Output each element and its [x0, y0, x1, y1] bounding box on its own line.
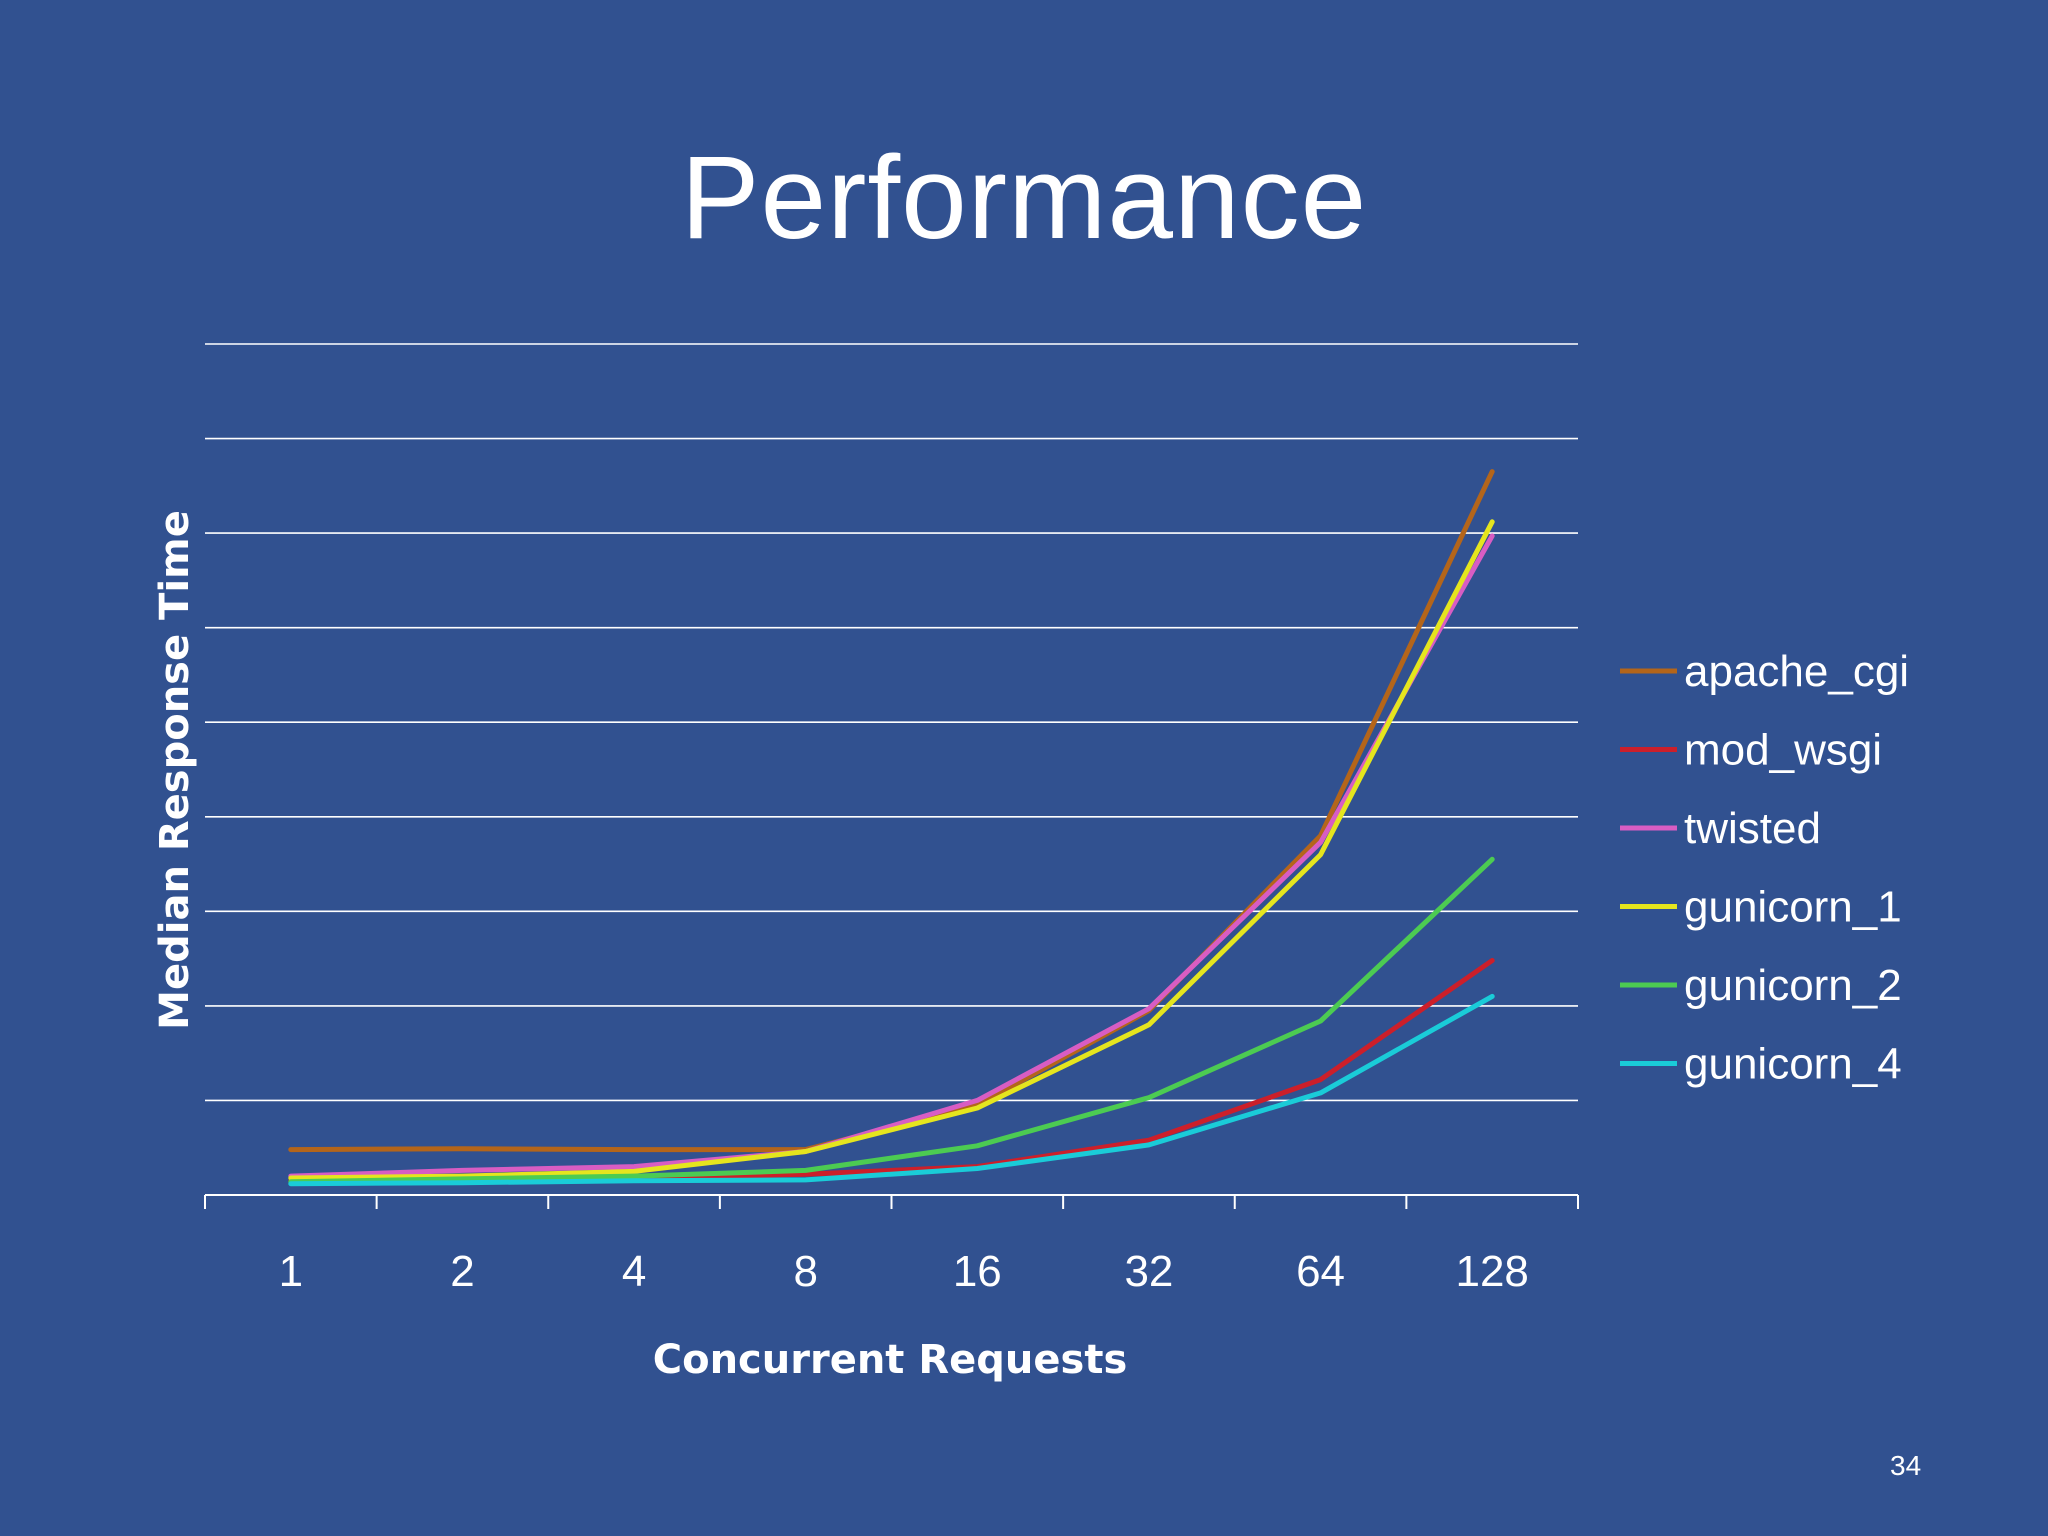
series-lines	[288, 469, 1495, 1187]
series-line-twisted	[288, 533, 1495, 1179]
x-tick-label: 32	[1124, 1247, 1173, 1296]
x-axis-title: Concurrent Requests	[653, 1337, 1128, 1383]
legend-item: apache_cgi	[1620, 647, 1909, 696]
legend-item: twisted	[1620, 804, 1821, 853]
x-axis: 1 2 4 8 16 32 64 128	[204, 1194, 1579, 1296]
x-tick-label: 128	[1455, 1247, 1528, 1296]
y-axis-title: Median Response Time	[152, 510, 198, 1030]
x-tick-label: 8	[793, 1247, 817, 1296]
x-tick-label: 64	[1296, 1247, 1345, 1296]
legend-item: gunicorn_2	[1620, 961, 1902, 1010]
gridlines	[205, 343, 1578, 1102]
legend-item: mod_wsgi	[1620, 726, 1882, 775]
legend-label: gunicorn_4	[1684, 1040, 1902, 1089]
legend-item: gunicorn_1	[1620, 883, 1902, 932]
slide-title: Performance	[680, 132, 1368, 264]
x-tick-label: 2	[450, 1247, 474, 1296]
series-line-gunicorn-4	[288, 993, 1495, 1187]
legend-label: gunicorn_1	[1684, 883, 1902, 932]
legend-label: twisted	[1684, 804, 1821, 853]
page-number: 34	[1890, 1450, 1922, 1481]
x-tick-label: 16	[953, 1247, 1002, 1296]
x-tick-label: 4	[622, 1247, 646, 1296]
legend-label: mod_wsgi	[1684, 726, 1882, 775]
x-tick-label: 1	[279, 1247, 303, 1296]
legend-item: gunicorn_4	[1620, 1040, 1902, 1089]
series-line-gunicorn-1	[288, 519, 1495, 1181]
series-line-gunicorn-2	[288, 856, 1495, 1185]
legend-label: gunicorn_2	[1684, 961, 1902, 1010]
legend-label: apache_cgi	[1684, 647, 1909, 696]
series-line-apache-cgi	[288, 469, 1495, 1153]
